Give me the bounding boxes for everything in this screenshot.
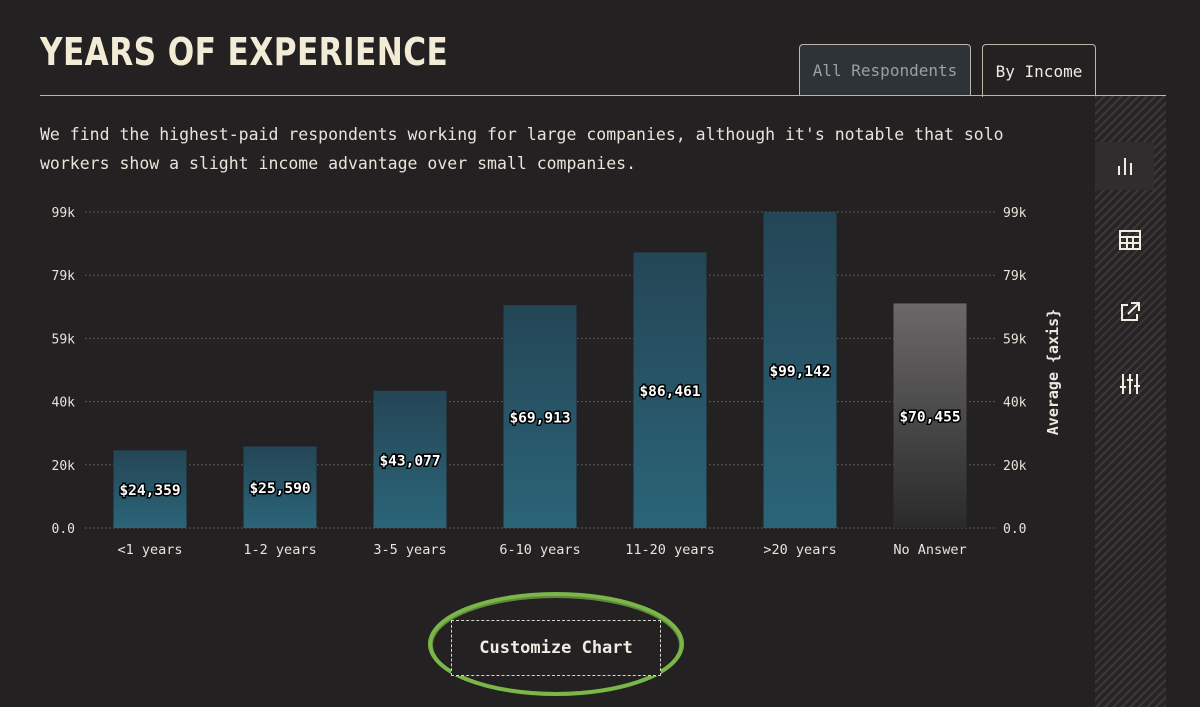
bar[interactable] [893,303,967,528]
y-tick-label-right: 99k [1003,206,1027,221]
customize-settings-button[interactable] [1105,360,1154,408]
chart-sidebar [1095,96,1166,707]
x-tick-label: 3-5 years [373,542,446,558]
x-tick-label: No Answer [893,542,966,558]
data-label: $24,359 [119,483,180,499]
external-link-icon [1120,302,1140,321]
income-bar-chart: 0.0 0.0 20k 20k 40k 40k 59k 59k 79k 79k 99k 99k $24,… [52,206,1062,558]
y-tick-label-left: 20k [52,459,76,474]
tab-all-respondents[interactable]: All Respondents [799,44,971,95]
x-tick-label: 6-10 years [499,542,580,558]
bar[interactable] [633,252,707,528]
customize-highlight: Customize Chart [425,588,687,700]
page-title: YEARS OF EXPERIENCE [40,30,449,74]
bar-chart-view-button[interactable] [1095,142,1154,190]
bar[interactable] [373,390,447,528]
x-tick-label: <1 years [117,542,182,558]
y-tick-label-left: 0.0 [52,522,75,537]
bar[interactable] [113,450,187,528]
hand-drawn-circle [428,592,684,696]
data-label: $86,461 [639,384,700,400]
y-tick-label-right: 59k [1003,332,1027,347]
sliders-icon [1119,374,1140,394]
bar-chart-icon [1117,158,1132,175]
chart-description: We find the highest-paid respondents wor… [40,125,1004,173]
share-button[interactable] [1105,288,1154,336]
y-tick-label-right: 40k [1003,396,1027,411]
bar[interactable] [503,305,577,528]
data-label: $69,913 [509,411,570,427]
table-icon [1118,230,1141,250]
y-tick-label-left: 99k [52,206,76,221]
y-tick-label-right: 20k [1003,459,1027,474]
data-label: $25,590 [249,481,310,497]
header-divider [40,95,1166,96]
customize-chart-button[interactable]: Customize Chart [451,620,661,676]
data-label: $43,077 [379,453,440,469]
y-tick-label-left: 40k [52,396,76,411]
y-axis-title-right: Average {axis} [1044,309,1062,435]
bar[interactable] [243,446,317,528]
y-tick-label-left: 79k [52,269,76,284]
table-view-button[interactable] [1105,216,1154,264]
y-tick-label-right: 79k [1003,269,1027,284]
x-tick-label: 11-20 years [625,542,714,558]
tab-by-income[interactable]: By Income [982,44,1096,97]
bar[interactable] [763,212,837,528]
x-tick-label: >20 years [763,542,836,558]
y-tick-label-right: 0.0 [1003,522,1026,537]
data-label: $70,455 [899,410,960,426]
y-tick-label-left: 59k [52,332,76,347]
data-label: $99,142 [769,364,830,380]
x-tick-label: 1-2 years [243,542,316,558]
